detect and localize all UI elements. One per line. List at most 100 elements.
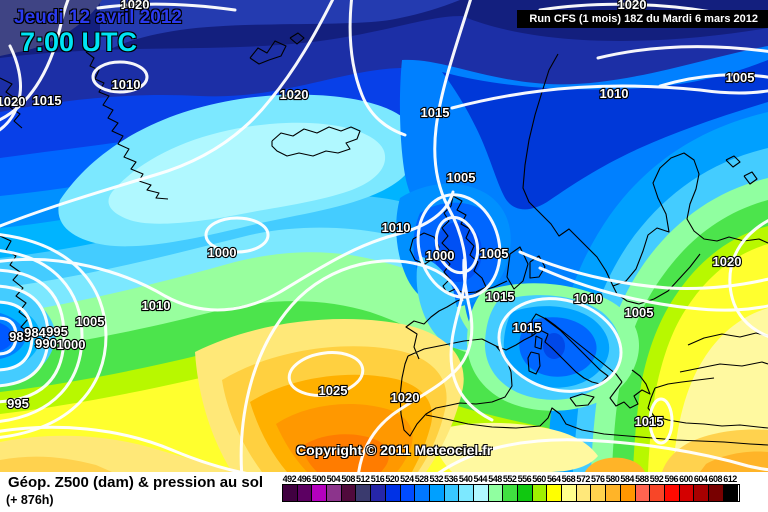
- pressure-label: 995: [7, 396, 29, 411]
- scale-swatch: [371, 485, 386, 501]
- scale-swatch: [708, 485, 724, 501]
- color-scale: 492 496 500 504 508 512 516 520 524 528 532 536 540 5…: [282, 474, 740, 502]
- scale-swatch: [429, 485, 445, 501]
- pressure-label: 1015: [486, 289, 515, 304]
- scale-swatch: [664, 485, 680, 501]
- pressure-label: 1020: [713, 254, 742, 269]
- pressure-label: 1025: [319, 383, 348, 398]
- scale-swatch: [444, 485, 460, 501]
- pressure-label: 1020: [0, 94, 25, 109]
- scale-value: 612: [723, 474, 737, 484]
- pressure-label: 1010: [574, 291, 603, 306]
- pressure-label: 1020: [280, 87, 309, 102]
- scale-value: 544: [473, 474, 488, 484]
- forecast-hour-label: (+ 876h): [6, 493, 54, 507]
- pressure-label: 1010: [382, 220, 411, 235]
- pressure-label: 990: [35, 336, 57, 351]
- scale-value: 556: [517, 474, 532, 484]
- scale-value: 508: [341, 474, 355, 484]
- scale-value: 528: [414, 474, 429, 484]
- scale-swatch: [503, 485, 518, 501]
- scale-value: 604: [693, 474, 708, 484]
- scale-swatch: [415, 485, 430, 501]
- scale-swatch: [532, 485, 548, 501]
- pressure-label: 1015: [33, 93, 62, 108]
- scale-value: 516: [370, 474, 385, 484]
- color-scale-swatches: [282, 484, 740, 502]
- scale-value: 560: [532, 474, 546, 484]
- date-label: Jeudi 12 avril 2012: [14, 7, 182, 28]
- scale-value: 512: [356, 474, 370, 484]
- scale-swatch: [635, 485, 651, 501]
- pressure-label: 995: [46, 324, 68, 339]
- scale-swatch: [312, 485, 328, 501]
- map-title: Géop. Z500 (dam) & pression au sol: [8, 474, 264, 491]
- scale-value: 600: [679, 474, 693, 484]
- coastlines: [0, 32, 768, 446]
- scale-swatch: [327, 485, 342, 501]
- coastline-scandinavia: [522, 53, 768, 305]
- pressure-label: 1020: [121, 0, 150, 12]
- scale-value: 596: [664, 474, 678, 484]
- pressure-label: 1010: [112, 77, 141, 92]
- geopotential-field: [0, 0, 768, 472]
- scale-swatch: [650, 485, 665, 501]
- pressure-label: 1005: [625, 305, 654, 320]
- pressure-label: 1015: [421, 105, 450, 120]
- scale-swatch: [679, 485, 695, 501]
- scale-swatch: [283, 485, 298, 501]
- scale-swatch: [473, 485, 489, 501]
- geopotential-map-canvas: 1020 1020 1020 1015 1010 1020 1015 1005 1010 1005…: [0, 0, 768, 472]
- scale-value: 588: [635, 474, 649, 484]
- scale-value: 500: [311, 474, 326, 484]
- scale-value: 576: [591, 474, 605, 484]
- scale-value: 532: [429, 474, 443, 484]
- pressure-label: 1015: [513, 320, 542, 335]
- scale-swatch: [297, 485, 313, 501]
- scale-value: 592: [649, 474, 664, 484]
- scale-value: 524: [400, 474, 414, 484]
- scale-value: 572: [576, 474, 590, 484]
- pressure-label: 1000: [208, 245, 237, 260]
- scale-swatch: [400, 485, 416, 501]
- scale-value: 568: [561, 474, 576, 484]
- scale-value: 564: [546, 474, 561, 484]
- scale-swatch: [356, 485, 372, 501]
- scale-swatch: [606, 485, 621, 501]
- scale-swatch: [694, 485, 709, 501]
- scale-swatch: [385, 485, 401, 501]
- scale-value: 548: [488, 474, 502, 484]
- scale-swatch: [341, 485, 357, 501]
- time-label: 7:00 UTC: [20, 26, 138, 57]
- pressure-label: 1020: [618, 0, 647, 12]
- pressure-label: 1020: [391, 390, 420, 405]
- scale-value: 520: [385, 474, 399, 484]
- pressure-label: 989: [9, 329, 31, 344]
- color-scale-values: 492 496 500 504 508 512 516 520 524 528 532 536 540 5…: [282, 474, 740, 484]
- scale-value: 496: [297, 474, 311, 484]
- pressure-label: 984: [24, 325, 46, 340]
- scale-swatch: [488, 485, 504, 501]
- pressure-label: 1005: [76, 314, 105, 329]
- scale-value: 552: [502, 474, 517, 484]
- scale-swatch: [562, 485, 577, 501]
- scale-swatch: [547, 485, 563, 501]
- pressure-label: 1000: [57, 337, 86, 352]
- copyright-label: Copyright © 2011 Meteociel.fr: [296, 442, 493, 458]
- scale-swatch: [723, 485, 739, 501]
- datetime-overlay: Jeudi 12 avril 2012 7:00 UTC: [14, 7, 182, 57]
- model-run-banner: Run CFS (1 mois) 18Z du Mardi 6 mars 201…: [517, 10, 768, 28]
- scale-value: 504: [326, 474, 341, 484]
- scale-value: 492: [282, 474, 297, 484]
- pressure-label: 1015: [635, 414, 664, 429]
- pressure-label: 1000: [426, 248, 455, 263]
- pressure-label: 1010: [142, 298, 171, 313]
- scale-value: 540: [458, 474, 473, 484]
- scale-swatch: [620, 485, 636, 501]
- scale-swatch: [591, 485, 607, 501]
- scale-value: 608: [708, 474, 723, 484]
- scale-swatch: [518, 485, 533, 501]
- coastline-greenland-iceland: [0, 32, 361, 334]
- pressure-label: 1010: [600, 86, 629, 101]
- scale-value: 536: [444, 474, 458, 484]
